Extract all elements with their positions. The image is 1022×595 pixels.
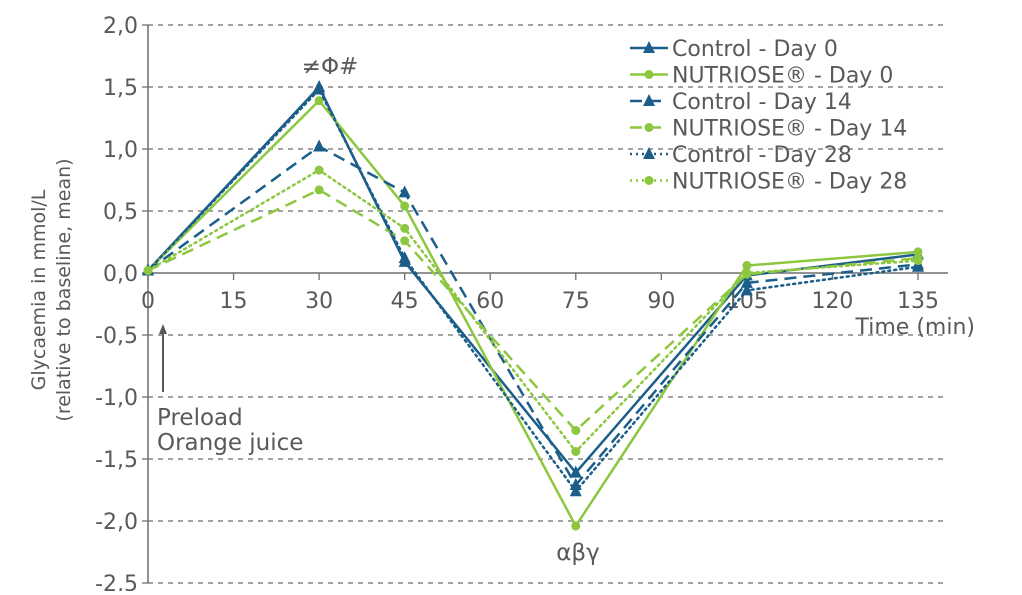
annotation-peak: ≠Φ# (302, 54, 359, 80)
y-tick-label: -1,5 (95, 448, 138, 473)
data-point (314, 185, 324, 195)
legend-item: NUTRIOSE® - Day 28 (630, 170, 907, 195)
data-point (569, 465, 582, 478)
x-axis-label: Time (min) (855, 315, 976, 340)
legend-item: Control - Day 14 (630, 90, 852, 115)
data-point (740, 275, 753, 288)
legend-label: NUTRIOSE® - Day 28 (672, 170, 907, 195)
y-tick-label: -2,0 (95, 510, 138, 535)
series-line (147, 98, 919, 529)
data-point (571, 425, 581, 435)
series-1 (143, 96, 923, 531)
x-tick-label: 135 (897, 289, 939, 314)
x-tick-label: 75 (562, 289, 590, 314)
y-axis-label-1: Glycaemia in mmol/L (28, 189, 50, 390)
legend-item: Control - Day 28 (630, 143, 852, 168)
data-point (314, 96, 324, 106)
x-tick-label: 30 (305, 289, 333, 314)
x-tick-label: 45 (391, 289, 419, 314)
data-point (313, 139, 326, 152)
legend-label: Control - Day 14 (672, 90, 852, 115)
preload-arrow (159, 324, 167, 392)
data-point (313, 82, 326, 95)
data-point (571, 447, 581, 457)
data-point (569, 484, 582, 497)
x-tick-label: 0 (141, 289, 155, 314)
data-point (400, 223, 410, 233)
series-5 (143, 165, 923, 457)
data-point (913, 256, 923, 266)
data-point (398, 251, 411, 264)
legend-item: NUTRIOSE® - Day 0 (630, 64, 893, 89)
data-point (643, 41, 655, 53)
data-point (314, 165, 324, 175)
legend-item: Control - Day 0 (630, 37, 838, 62)
x-tick-label: 120 (811, 289, 853, 314)
data-point (143, 266, 153, 276)
annotation-trough: αβγ (556, 540, 599, 566)
annotation-orange-juice: Orange juice (157, 430, 303, 456)
y-tick-label: 1,0 (103, 138, 138, 163)
annotation-preload: Preload (157, 405, 243, 431)
y-tick-label: 2,0 (103, 14, 138, 39)
series-line (146, 87, 920, 494)
x-tick-label: 90 (647, 289, 675, 314)
x-tick-label: 15 (220, 289, 248, 314)
data-point (571, 521, 581, 531)
series-line (146, 168, 920, 454)
data-point (742, 268, 752, 278)
data-point (398, 185, 411, 198)
data-point (400, 236, 410, 246)
data-point (644, 176, 654, 185)
data-point (400, 201, 410, 211)
y-tick-label: -2,5 (95, 572, 138, 591)
legend-label: Control - Day 28 (672, 143, 852, 168)
y-axis-label-2: (relative to baseline, mean) (53, 158, 75, 421)
y-tick-label: 0,5 (103, 200, 138, 225)
legend-label: Control - Day 0 (672, 37, 838, 62)
data-point (742, 261, 752, 271)
data-point (643, 94, 655, 106)
data-point (913, 247, 923, 257)
y-tick-label: 0,0 (103, 262, 138, 287)
data-point (740, 283, 753, 296)
data-point (644, 70, 654, 79)
x-tick-label: 60 (476, 289, 504, 314)
data-point (643, 147, 655, 159)
legend-label: NUTRIOSE® - Day 14 (672, 117, 907, 142)
y-tick-label: 1,5 (103, 76, 138, 101)
y-tick-label: -1,0 (95, 386, 138, 411)
data-point (644, 123, 654, 132)
y-tick-label: -0,5 (95, 324, 138, 349)
legend-item: NUTRIOSE® - Day 14 (630, 117, 907, 142)
data-point (912, 259, 924, 272)
legend-label: NUTRIOSE® - Day 0 (672, 64, 893, 89)
series-line (147, 145, 919, 488)
